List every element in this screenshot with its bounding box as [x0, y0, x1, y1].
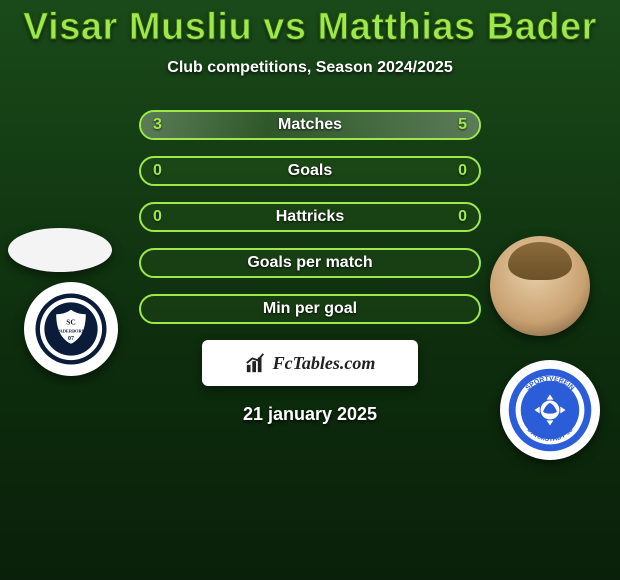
page-title: Visar Musliu vs Matthias Bader: [0, 0, 620, 49]
stat-label: Hattricks: [141, 208, 479, 226]
source-badge-text: FcTables.com: [273, 353, 376, 374]
svg-text:07: 07: [68, 336, 74, 342]
svg-text:PADERBORN: PADERBORN: [57, 329, 86, 334]
stat-row: 0Hattricks0: [139, 202, 481, 232]
stat-row: Min per goal: [139, 294, 481, 324]
stat-row: Goals per match: [139, 248, 481, 278]
stat-value-right: 0: [443, 208, 479, 226]
subtitle: Club competitions, Season 2024/2025: [0, 59, 620, 77]
stat-label: Min per goal: [141, 300, 479, 318]
paderborn-icon: SC PADERBORN 07: [34, 292, 108, 366]
player-right-avatar: [490, 236, 590, 336]
content-area: SC PADERBORN 07 SPORTVEREIN: [0, 110, 620, 425]
comparison-card: Visar Musliu vs Matthias Bader Club comp…: [0, 0, 620, 580]
stat-bars: 3Matches50Goals00Hattricks0Goals per mat…: [139, 110, 481, 324]
stat-label: Goals per match: [141, 254, 479, 272]
stat-row: 3Matches5: [139, 110, 481, 140]
club-left-badge: SC PADERBORN 07: [24, 282, 118, 376]
club-right-badge: SPORTVEREIN DARMSTADT 98: [500, 360, 600, 460]
source-badge: FcTables.com: [202, 340, 418, 386]
stat-value-right: 5: [443, 116, 479, 134]
stat-label: Matches: [141, 116, 479, 134]
stat-value-right: 0: [443, 162, 479, 180]
chart-icon: [245, 352, 267, 374]
player-left-avatar: [8, 228, 112, 272]
stat-label: Goals: [141, 162, 479, 180]
svg-text:SC: SC: [66, 318, 75, 327]
darmstadt-icon: SPORTVEREIN DARMSTADT 98: [507, 367, 593, 453]
stat-row: 0Goals0: [139, 156, 481, 186]
